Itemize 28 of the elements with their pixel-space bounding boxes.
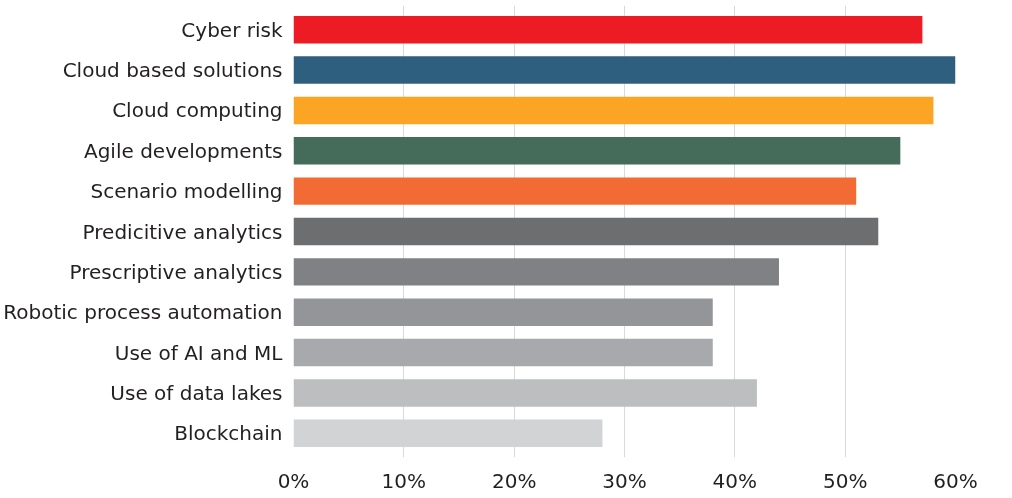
- x-tick-label: 50%: [822, 468, 868, 493]
- y-tick-label: Use of AI and ML: [114, 340, 284, 365]
- bar: [293, 379, 757, 407]
- x-tick-label: 40%: [712, 468, 758, 493]
- bar: [293, 56, 956, 84]
- bar: [293, 177, 857, 205]
- y-tick-label: Robotic process automation: [3, 300, 283, 325]
- x-tick-label: 60%: [933, 468, 978, 493]
- x-tick-label: 30%: [602, 468, 647, 493]
- y-tick-label: Use of data lakes: [110, 380, 283, 405]
- x-tick-label: 0%: [277, 468, 310, 493]
- x-tick-label: 20%: [491, 468, 537, 493]
- bar: [293, 338, 713, 367]
- y-tick-label: Prescriptive analytics: [69, 259, 283, 284]
- bar: [293, 96, 934, 125]
- bar: [293, 15, 923, 44]
- y-tick-label: Cloud computing: [112, 98, 283, 123]
- bar: [293, 298, 713, 326]
- bar: [293, 258, 779, 286]
- y-tick-label: Agile developments: [83, 138, 283, 163]
- bar: [293, 217, 879, 246]
- y-tick-label: Cyber risk: [181, 17, 283, 42]
- y-tick-label: Predicitive analytics: [82, 219, 283, 244]
- y-tick-label: Blockchain: [174, 421, 283, 446]
- y-tick-label: Cloud based solutions: [62, 58, 283, 83]
- y-tick-label: Scenario modelling: [90, 179, 283, 204]
- bar: [293, 137, 901, 165]
- x-tick-label: 10%: [381, 468, 427, 493]
